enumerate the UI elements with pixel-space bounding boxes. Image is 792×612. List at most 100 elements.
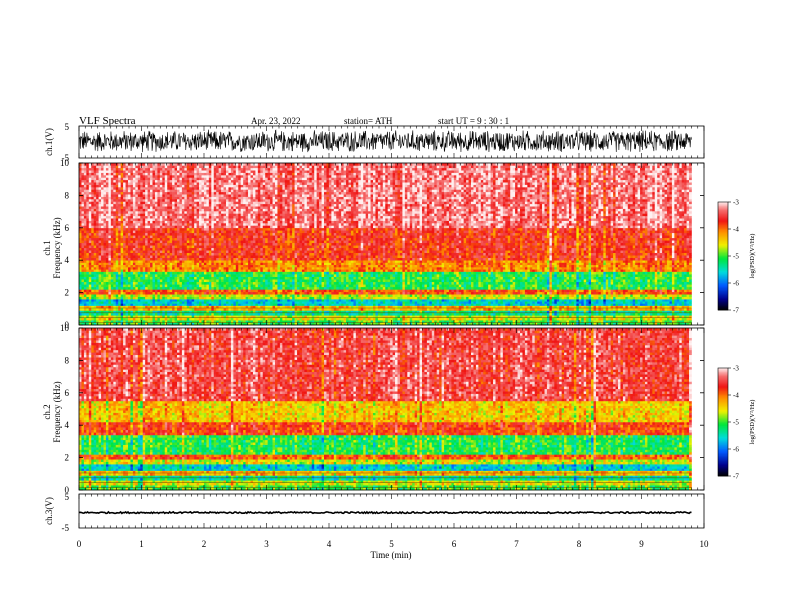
- spectrogram-cell: [211, 313, 214, 316]
- spectrogram-cell: [104, 294, 107, 297]
- spectrogram-cell: [530, 287, 533, 290]
- spectrogram-cell: [390, 308, 393, 311]
- spectrogram-cell: [336, 303, 339, 305]
- spectrogram-cell: [84, 303, 87, 305]
- spectrogram-cell: [304, 313, 307, 316]
- spectrogram-cell: [155, 313, 158, 316]
- spectrogram-cell: [410, 292, 413, 295]
- spectrogram-cell: [167, 284, 170, 287]
- spectrogram-cell: [265, 301, 268, 303]
- spectrogram-cell: [329, 301, 332, 303]
- spectrogram-cell: [104, 313, 107, 316]
- spectrogram-cell: [253, 292, 256, 295]
- spectrogram-cell: [395, 299, 398, 301]
- spectrogram-cell: [623, 287, 626, 290]
- spectrogram-cell: [361, 308, 364, 311]
- spectrogram-cell: [233, 318, 236, 321]
- spectrogram-cell: [206, 303, 209, 305]
- spectrogram-cell: [211, 303, 214, 305]
- spectrogram-cell: [106, 308, 109, 311]
- spectrogram-cell: [287, 303, 290, 305]
- spectrogram-cell: [471, 292, 474, 295]
- spectrogram-cell: [255, 297, 258, 300]
- spectrogram-cell: [478, 299, 481, 301]
- spectrogram-cell: [584, 294, 587, 297]
- spectrogram-cell: [221, 297, 224, 300]
- spectrogram-cell: [329, 294, 332, 297]
- spectrogram-cell: [128, 303, 131, 305]
- spectrogram-cell: [657, 308, 660, 311]
- spectrogram-cell: [476, 308, 479, 311]
- spectrogram-cell: [613, 318, 616, 321]
- spectrogram-cell: [307, 299, 310, 301]
- spectrogram-cell: [476, 303, 479, 305]
- spectrogram-cell: [155, 282, 158, 285]
- spectrogram-cell: [199, 292, 202, 295]
- spectrogram-cell: [228, 299, 231, 301]
- spectrogram-cell: [515, 299, 518, 301]
- spectrogram-cell: [540, 284, 543, 287]
- spectrogram-cell: [273, 301, 276, 303]
- spectrogram-cell: [336, 318, 339, 321]
- spectrogram-cell: [194, 294, 197, 297]
- spectrogram-cell: [282, 287, 285, 290]
- spectrogram-cell: [665, 282, 668, 285]
- spectrogram-cell: [628, 284, 631, 287]
- spectrogram-cell: [329, 308, 332, 311]
- spectrogram-cell: [202, 301, 205, 303]
- spectrogram-cell: [569, 284, 572, 287]
- spectrogram-cell: [547, 297, 550, 300]
- spectrogram-cell: [265, 292, 268, 295]
- spectrogram-cell: [432, 289, 435, 292]
- spectrogram-cell: [263, 279, 266, 282]
- spectrogram-cell: [579, 292, 582, 295]
- spectrogram-cell: [498, 318, 501, 321]
- spectrogram-cell: [488, 308, 491, 311]
- spectrogram-cell: [655, 294, 658, 297]
- spectrogram-cell: [91, 289, 94, 292]
- spectrogram-cell: [309, 294, 312, 297]
- spectrogram-cell: [535, 308, 538, 311]
- spectrogram-cell: [84, 301, 87, 303]
- spectrogram-cell: [491, 279, 494, 282]
- spectrogram-cell: [471, 303, 474, 305]
- spectrogram-cell: [241, 279, 244, 282]
- spectrogram-cell: [625, 301, 628, 303]
- spectrogram-cell: [620, 294, 623, 297]
- ch1-waveform-ylabel: ch.1(V): [44, 128, 54, 156]
- spectrogram-cell: [520, 287, 523, 290]
- spectrogram-cell: [633, 303, 636, 305]
- spectrogram-cell: [449, 299, 452, 301]
- spectrogram-cell: [216, 289, 219, 292]
- spectrogram-cell: [255, 279, 258, 282]
- spectrogram-cell: [363, 287, 366, 290]
- spectrogram-cell: [427, 292, 430, 295]
- spectrogram-cell: [123, 294, 126, 297]
- spectrogram-cell: [251, 313, 254, 316]
- spectrogram-cell: [669, 282, 672, 285]
- spectrogram-cell: [442, 292, 445, 295]
- spectrogram-cell: [263, 308, 266, 311]
- spectrogram-cell: [483, 282, 486, 285]
- spectrogram-cell: [518, 299, 521, 301]
- spectrogram-cell: [228, 301, 231, 303]
- spectrogram-cell: [510, 297, 513, 300]
- spectrogram-cell: [677, 313, 680, 316]
- spectrogram-cell: [238, 292, 241, 295]
- spectrogram-cell: [633, 289, 636, 292]
- spectrogram-cell: [589, 294, 592, 297]
- spectrogram-cell: [351, 301, 354, 303]
- spectrogram-cell: [263, 282, 266, 285]
- spectrogram-cell: [219, 301, 222, 303]
- spectrogram-cell: [81, 294, 84, 297]
- spectrogram-cell: [317, 282, 320, 285]
- spectrogram-cell: [567, 318, 570, 321]
- spectrogram-cell: [184, 284, 187, 287]
- spectrogram-cell: [478, 287, 481, 290]
- spectrogram-cell: [589, 313, 592, 316]
- spectrogram-cell: [135, 292, 138, 295]
- spectrogram-cell: [219, 279, 222, 282]
- spectrogram-cell: [363, 279, 366, 282]
- spectrogram-cell: [106, 301, 109, 303]
- spectrogram-cell: [385, 303, 388, 305]
